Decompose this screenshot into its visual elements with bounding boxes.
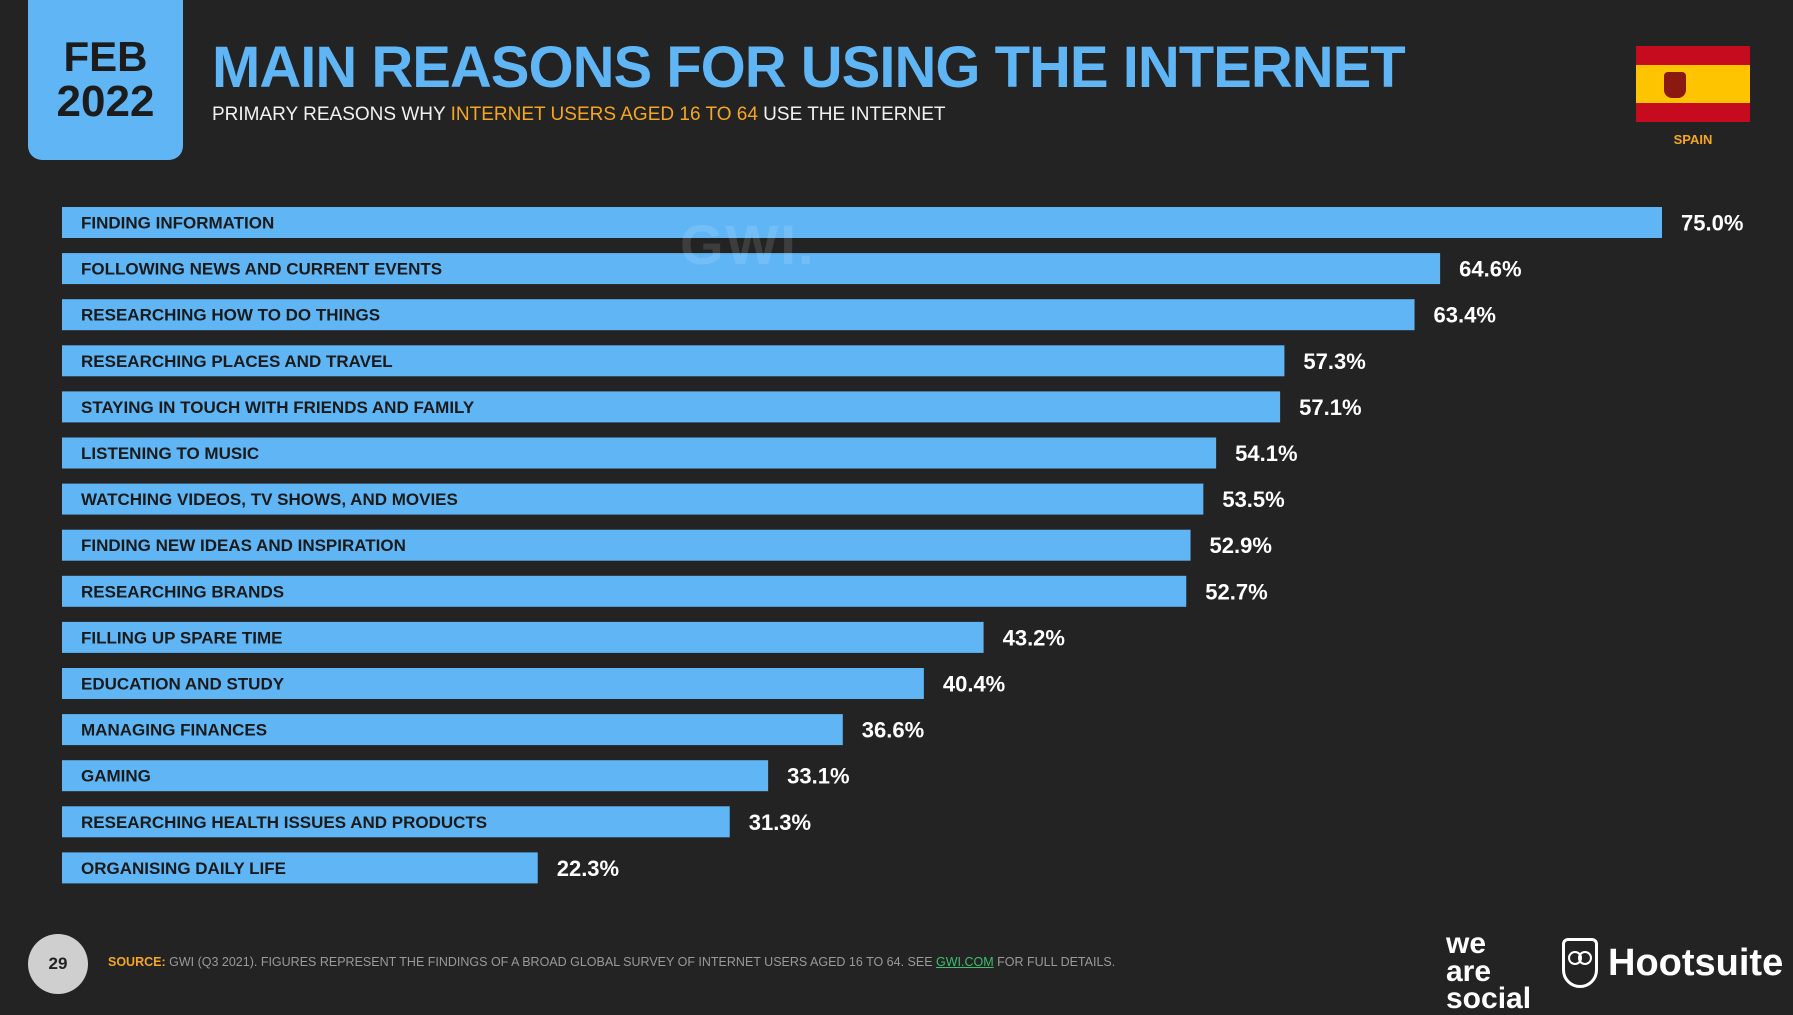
bar-category-label: FINDING NEW IDEAS AND INSPIRATION: [81, 536, 406, 555]
bar: [62, 806, 730, 838]
bar-value-label: 43.2%: [1003, 625, 1065, 650]
brand-are: are: [1446, 954, 1492, 988]
bar-value-label: 75.0%: [1681, 211, 1743, 236]
spain-flag-icon: [1636, 46, 1750, 122]
gwi-watermark: GWI.: [680, 213, 816, 276]
date-year: 2022: [56, 76, 155, 126]
subtitle-highlight: INTERNET USERS AGED 16 TO 64: [450, 104, 758, 125]
date-month: FEB: [63, 32, 148, 80]
bar: [62, 483, 1204, 515]
bar-category-label: RESEARCHING BRANDS: [81, 582, 284, 601]
bar: [62, 437, 1217, 469]
bar-value-label: 31.3%: [749, 810, 811, 835]
bar-value-label: 33.1%: [787, 764, 849, 789]
source-link[interactable]: GWI.COM: [936, 955, 994, 969]
bar-category-label: RESEARCHING PLACES AND TRAVEL: [81, 352, 393, 371]
bar: [62, 299, 1415, 331]
bar-chart: FINDING INFORMATION 75.0% FOLLOWING NEWS A…: [62, 207, 1743, 884]
bar: [62, 253, 1441, 285]
page-subtitle: PRIMARY REASONS WHY INTERNET USERS AGED …: [212, 104, 945, 126]
hootsuite-logo: Hootsuite: [1608, 942, 1784, 984]
source-suffix: FOR FULL DETAILS.: [993, 955, 1116, 969]
bar-category-label: FILLING UP SPARE TIME: [81, 628, 283, 647]
bar-category-label: RESEARCHING HOW TO DO THINGS: [81, 306, 380, 325]
bar: [62, 621, 984, 653]
bar-category-label: GAMING: [81, 767, 151, 786]
date-badge: FEB 2022: [28, 0, 183, 160]
bar-value-label: 54.1%: [1235, 441, 1297, 466]
page-title: MAIN REASONS FOR USING THE INTERNET: [212, 35, 1406, 100]
bar-category-label: EDUCATION AND STUDY: [81, 675, 285, 694]
bar-value-label: 40.4%: [943, 672, 1005, 697]
bar-category-label: WATCHING VIDEOS, TV SHOWS, AND MOVIES: [81, 490, 458, 509]
source-note: SOURCE: GWI (Q3 2021). FIGURES REPRESENT…: [108, 955, 1115, 969]
bar: [62, 575, 1187, 607]
bar: [62, 345, 1285, 377]
country-label: SPAIN: [1673, 132, 1713, 147]
bar-value-label: 22.3%: [557, 856, 619, 881]
bar-category-label: FOLLOWING NEWS AND CURRENT EVENTS: [81, 260, 442, 279]
bar-value-label: 57.1%: [1299, 395, 1361, 420]
bar-category-label: MANAGING FINANCES: [81, 721, 267, 740]
bar-category-label: LISTENING TO MUSIC: [81, 444, 259, 463]
subtitle-prefix: PRIMARY REASONS WHY: [212, 104, 451, 125]
we-are-social-logo: we are social: [1446, 927, 1546, 1015]
bar-category-label: STAYING IN TOUCH WITH FRIENDS AND FAMILY: [81, 398, 475, 417]
flag-crest: [1664, 72, 1686, 98]
brand-we: we: [1446, 927, 1487, 960]
bar-value-label: 36.6%: [862, 718, 924, 743]
source-label: SOURCE:: [108, 955, 166, 969]
bar: [62, 391, 1281, 423]
bar: [62, 668, 924, 699]
hootsuite-owl-icon: [1562, 938, 1598, 988]
brand-social: social: [1446, 982, 1532, 1015]
bar: [62, 760, 769, 792]
page-number: 29: [28, 934, 88, 994]
bar-category-label: FINDING INFORMATION: [81, 214, 274, 233]
bar-value-label: 57.3%: [1303, 349, 1365, 374]
bar: [62, 207, 1662, 238]
bar: [62, 714, 843, 746]
bar-value-label: 52.7%: [1205, 579, 1267, 604]
bar-category-label: ORGANISING DAILY LIFE: [81, 859, 286, 878]
bar-value-label: 53.5%: [1222, 487, 1284, 512]
bar-category-label: RESEARCHING HEALTH ISSUES AND PRODUCTS: [81, 813, 487, 832]
bar: [62, 529, 1191, 561]
subtitle-suffix: USE THE INTERNET: [757, 104, 946, 125]
bar-value-label: 63.4%: [1434, 303, 1496, 328]
bar-value-label: 52.9%: [1210, 533, 1272, 558]
bar-value-label: 64.6%: [1459, 257, 1521, 282]
bar: [62, 852, 538, 884]
source-text: GWI (Q3 2021). FIGURES REPRESENT THE FIN…: [165, 955, 937, 969]
